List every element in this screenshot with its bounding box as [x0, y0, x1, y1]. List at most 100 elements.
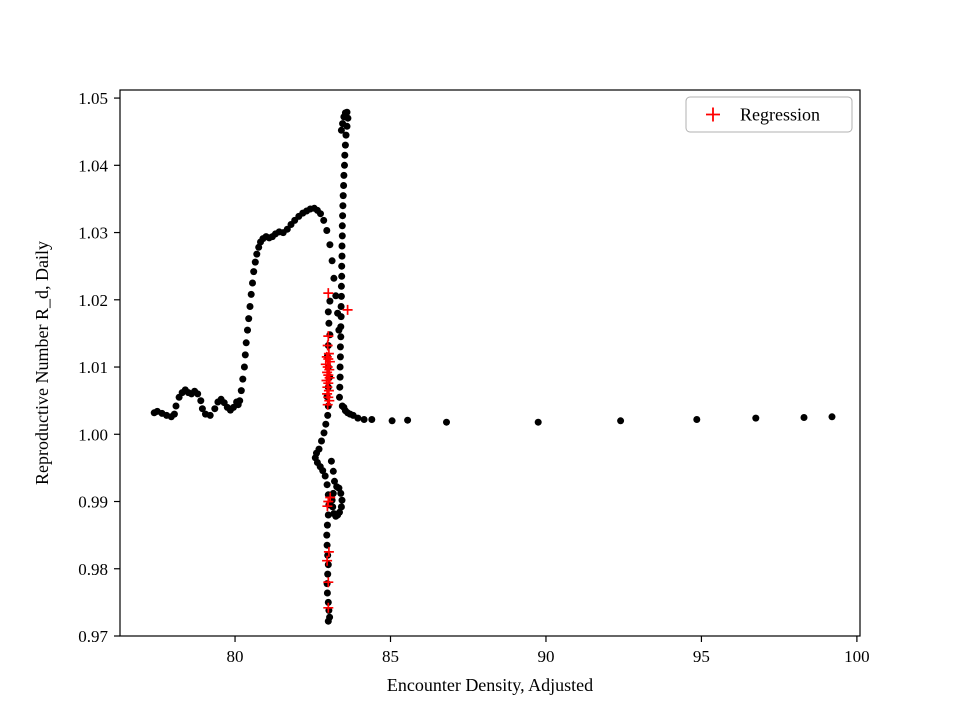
data-point: [339, 192, 347, 200]
data-point: [323, 227, 331, 234]
data-point: [323, 481, 331, 489]
data-point: [343, 108, 351, 116]
data-point: [251, 258, 259, 266]
data-point: [617, 417, 625, 425]
data-point: [388, 417, 396, 425]
data-point: [331, 477, 338, 485]
regression-point-plus-icon: [323, 546, 334, 557]
y-tick-label: 0.98: [78, 560, 108, 579]
data-point: [339, 202, 347, 210]
data-point: [321, 472, 329, 480]
data-point: [328, 257, 336, 265]
data-point: [337, 126, 345, 134]
data-point: [337, 323, 345, 331]
data-point: [534, 418, 542, 426]
data-point: [340, 182, 348, 189]
data-point: [237, 387, 245, 395]
legend: Regression: [685, 96, 853, 133]
data-point: [338, 496, 346, 504]
data-point: [172, 402, 180, 410]
data-point: [339, 212, 347, 220]
data-point: [338, 272, 346, 280]
y-tick-label: 1.02: [78, 291, 108, 310]
regression-point-plus-icon: [322, 501, 333, 512]
y-tick-label: 1.05: [78, 89, 108, 108]
data-point: [338, 242, 346, 250]
x-tick-label: 90: [537, 647, 554, 666]
data-point: [324, 617, 332, 625]
data-point: [341, 141, 349, 149]
data-point: [326, 297, 334, 305]
data-point: [336, 353, 344, 361]
data-point: [206, 411, 214, 419]
regression-point-plus-icon: [323, 288, 334, 299]
data-point: [329, 503, 337, 511]
data-point: [317, 210, 324, 218]
data-point: [324, 598, 332, 606]
regression-point-plus-icon: [323, 496, 334, 507]
regression-point-plus-icon: [322, 555, 333, 566]
regression-series-points: [320, 288, 353, 613]
data-point: [242, 339, 250, 347]
y-tick-label: 1.04: [78, 156, 108, 175]
data-point: [330, 274, 338, 282]
data-point: [336, 373, 344, 381]
y-tick-label: 0.99: [78, 493, 108, 512]
data-point: [253, 250, 261, 258]
data-point: [197, 397, 205, 405]
data-point: [337, 282, 345, 290]
legend-label: Regression: [740, 105, 820, 125]
data-point: [337, 503, 345, 511]
data-point: [340, 171, 348, 179]
data-point: [327, 457, 335, 465]
x-axis-label: Encounter Density, Adjusted: [387, 675, 593, 695]
data-point: [337, 303, 345, 310]
data-point: [324, 570, 332, 578]
data-point: [320, 429, 328, 437]
data-point: [336, 343, 344, 351]
data-point: [239, 375, 247, 383]
data-point: [360, 416, 368, 423]
data-point: [344, 114, 352, 122]
data-point: [338, 262, 346, 270]
regression-point-plus-icon: [323, 602, 334, 613]
data-point: [330, 510, 338, 518]
data-point: [250, 268, 258, 276]
data-point: [326, 241, 334, 249]
data-point: [322, 420, 330, 428]
data-point: [320, 216, 328, 224]
y-tick-label: 1.01: [78, 358, 108, 377]
regression-point-plus-icon: [323, 577, 334, 588]
data-point: [329, 489, 337, 497]
data-point: [319, 467, 327, 475]
data-point: [335, 484, 343, 492]
data-point: [244, 326, 251, 334]
data-point: [341, 151, 349, 159]
data-point: [338, 232, 346, 240]
x-tick-label: 100: [844, 647, 870, 666]
data-point: [337, 313, 345, 321]
data-point: [336, 363, 344, 371]
data-point: [336, 383, 344, 391]
data-point: [236, 397, 244, 405]
data-point: [324, 511, 332, 519]
data-point: [246, 303, 254, 310]
data-point: [404, 416, 412, 424]
regression-point-plus-icon: [322, 340, 333, 351]
data-point: [283, 225, 291, 233]
data-point: [247, 290, 255, 298]
data-point: [332, 292, 340, 300]
data-point: [323, 580, 331, 588]
x-tick-label: 85: [382, 647, 399, 666]
data-point: [325, 319, 333, 327]
data-point: [329, 467, 337, 475]
data-point: [336, 393, 343, 401]
data-point: [170, 410, 178, 418]
data-point: [324, 561, 332, 569]
data-point: [240, 363, 248, 371]
data-point: [752, 414, 760, 422]
regression-point-plus-icon: [323, 331, 334, 342]
regression-point-plus-icon: [342, 304, 353, 315]
